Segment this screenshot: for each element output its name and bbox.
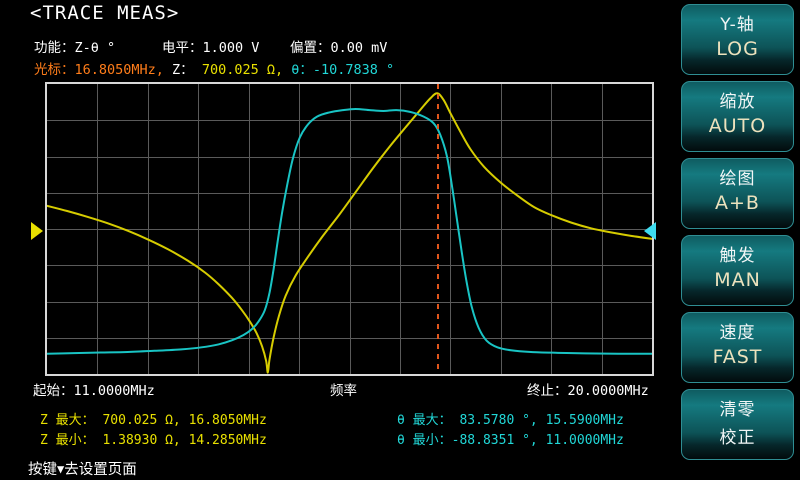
z-min-readout: Z 最小： 1.38930 Ω, 14.2850MHz — [40, 433, 267, 448]
softkey-5[interactable]: 速度 FAST — [681, 312, 794, 383]
softkey-panel: Y-轴 LOG 缩放 AUTO 绘图 A+B 触发 MAN 速度 FAST 清零校正 — [681, 4, 794, 466]
footer-text-after: 去设置页面 — [64, 462, 137, 478]
theta-max-readout: θ 最大： 83.5780 °, 15.5900MHz — [397, 413, 624, 428]
softkey-value: A+B — [715, 192, 760, 214]
softkey-name: 速度 — [719, 323, 756, 343]
cursor-label: 光标： — [34, 62, 75, 78]
cursor-z-value: 700.025 Ω, — [201, 62, 284, 78]
right-scale-marker-icon — [644, 222, 656, 240]
page-title: <TRACE MEAS> — [30, 2, 180, 24]
softkey-value: LOG — [716, 38, 759, 60]
cursor-marker-line[interactable] — [437, 84, 440, 374]
gridline-horizontal — [47, 229, 652, 230]
softkey-name: 触发 — [719, 246, 756, 266]
axis-stop-label: 终止：20.0000MHz — [527, 383, 649, 399]
z-max-readout: Z 最大： 700.025 Ω, 16.8050MHz — [40, 413, 267, 428]
cursor-readout: 光标：16.8050MHz, Z： 700.025 Ω, θ：-10.7838 … — [34, 58, 394, 78]
function-readout: 功能：Z-θ ° — [34, 36, 115, 56]
cursor-z-label: Z： — [172, 62, 194, 78]
bias-label: 偏置： — [290, 40, 331, 56]
softkey-2[interactable]: 缩放 AUTO — [681, 81, 794, 152]
cursor-frequency: 16.8050MHz, — [74, 62, 164, 78]
softkey-value: FAST — [712, 346, 763, 368]
down-arrow-icon: ▼ — [57, 462, 65, 476]
gridline-horizontal — [47, 301, 652, 303]
trace-plot[interactable] — [45, 82, 654, 376]
footer-hint: 按键▼去设置页面 — [28, 458, 137, 479]
level-readout: 电平：1.000 V — [162, 36, 259, 56]
softkey-name: 缩放 — [719, 92, 756, 112]
trace-path — [47, 93, 652, 372]
softkey-name: Y-轴 — [720, 15, 755, 35]
gridline-horizontal — [47, 120, 652, 122]
softkey-value: 校正 — [719, 428, 756, 448]
softkey-name: 绘图 — [719, 169, 756, 189]
softkey-name: 清零 — [719, 400, 756, 420]
axis-start-label: 起始：11.0000MHz — [33, 383, 155, 399]
softkey-value: MAN — [714, 269, 761, 291]
cursor-theta-label: θ： — [291, 62, 313, 78]
plot-grid — [47, 84, 652, 374]
gridline-horizontal — [47, 265, 652, 267]
left-scale-marker-icon — [31, 222, 43, 240]
bias-value: 0.00 mV — [330, 40, 388, 56]
trace-path — [47, 109, 652, 354]
softkey-6[interactable]: 清零 校正 — [681, 389, 794, 460]
gridline-horizontal — [47, 337, 652, 339]
gridline-horizontal — [47, 192, 652, 194]
softkey-3[interactable]: 绘图 A+B — [681, 158, 794, 229]
theta-min-readout: θ 最小：-88.8351 °, 11.0000MHz — [397, 433, 624, 448]
bias-readout: 偏置：0.00 mV — [290, 36, 387, 56]
footer-text-before: 按键 — [28, 462, 57, 478]
trace-curves — [47, 84, 652, 374]
softkey-4[interactable]: 触发 MAN — [681, 235, 794, 306]
gridline-horizontal — [47, 156, 652, 158]
softkey-value: AUTO — [708, 115, 767, 137]
softkey-1[interactable]: Y-轴 LOG — [681, 4, 794, 75]
level-value: 1.000 V — [202, 40, 260, 56]
function-value: Z-θ ° — [74, 40, 116, 56]
cursor-theta-value: -10.7838 ° — [312, 62, 395, 78]
function-label: 功能： — [34, 40, 75, 56]
axis-center-label: 频率 — [330, 383, 357, 399]
level-label: 电平： — [162, 40, 203, 56]
